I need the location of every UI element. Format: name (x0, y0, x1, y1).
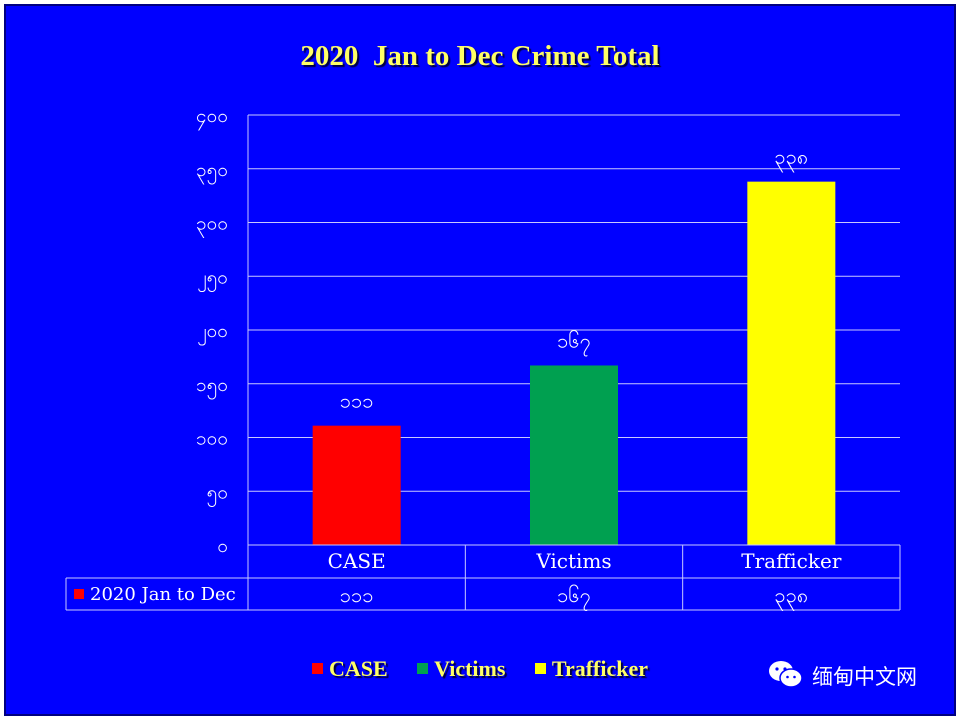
y-tick-label: ၁၀၀ (196, 428, 228, 450)
y-tick-label: ၃၀၀ (196, 213, 228, 239)
bar-case (312, 425, 401, 545)
legend-swatch-victims (417, 663, 429, 675)
y-tick-label: ၁၅၀ (196, 374, 228, 400)
y-tick-label: ၅၀ (207, 481, 228, 507)
legend-swatch-trafficker (534, 663, 546, 675)
table-cell-value: ၁၆၇ (557, 583, 591, 611)
watermark: 缅甸中文网 (768, 660, 917, 692)
bars (312, 181, 836, 545)
bar-value-label: ၁၁၁ (340, 389, 374, 413)
legend-label-trafficker: Trafficker (551, 656, 649, 681)
y-tick-label: ၂၀၀ (197, 320, 228, 346)
y-axis-tick-labels: ၀ ၅၀ ၁၀၀ ၁၅၀ ၂၀၀ ၂၅၀ ၃၀၀ ၃၅၀ ၄၀၀ (196, 105, 228, 557)
wechat-icon (768, 659, 804, 693)
legend-label-victims: Victims (434, 656, 506, 681)
x-tick-label: Trafficker (741, 549, 842, 573)
x-tick-label: Victims (535, 549, 611, 573)
bar-value-labels: ၁၁၁ ၁၆၇ ၃၃၈ (340, 145, 809, 413)
table-series-label: 2020 Jan to Dec (90, 584, 236, 605)
data-table: CASE ၁၁၁ Victims ၁၆၇ Trafficker ၃၃၈ 2020 Jan t… (65, 544, 901, 611)
y-tick-label: ၂၅၀ (197, 266, 228, 292)
chart-title: 2020 Jan to Dec Crime Total (300, 40, 660, 72)
legend-item-trafficker: Trafficker (534, 656, 649, 682)
legend: CASE Victims Trafficker (0, 656, 960, 682)
watermark-text: 缅甸中文网 (812, 665, 917, 689)
legend-item-case: CASE (311, 656, 388, 682)
y-tick-label: ၀ (217, 535, 228, 557)
legend-item-victims: Victims (417, 656, 505, 682)
table-cell-value: ၃၃၈ (774, 583, 808, 611)
table-cell-value: ၁၁၁ (340, 583, 374, 607)
y-tick-label: ၃၅၀ (196, 159, 228, 185)
bar-victims (530, 365, 618, 545)
bar-value-label: ၃၃၈ (774, 145, 808, 173)
y-tick-label: ၄၀၀ (196, 105, 228, 131)
table-series-swatch (74, 589, 84, 599)
x-tick-label: CASE (328, 549, 386, 573)
legend-swatch-case (311, 663, 323, 675)
bar-trafficker (747, 181, 836, 545)
bar-value-label: ၁၆၇ (557, 328, 591, 356)
legend-label-case: CASE (328, 656, 388, 681)
